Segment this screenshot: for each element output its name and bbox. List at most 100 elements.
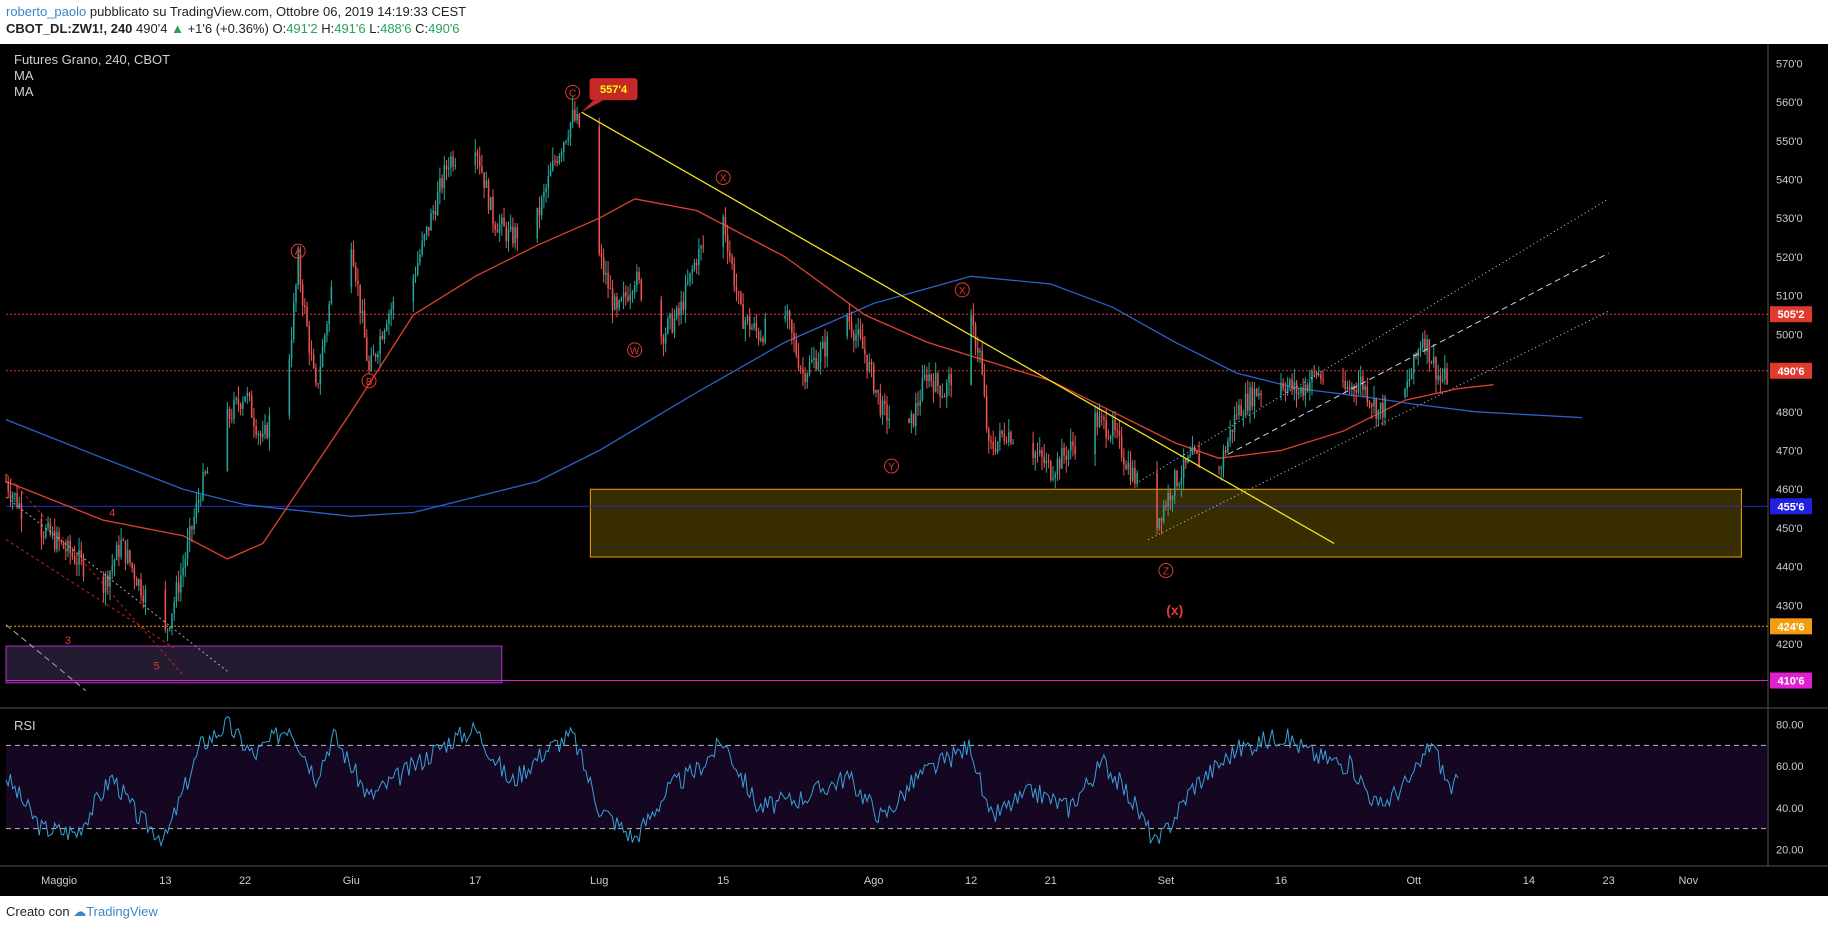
candle-body [42, 536, 45, 538]
candle-body [1300, 387, 1302, 393]
tradingview-logo-icon[interactable]: ☁ [73, 904, 87, 919]
candle-body [1067, 450, 1070, 461]
channel-line [5, 473, 184, 676]
count-label: 4 [109, 507, 115, 519]
wave-label-circle [565, 84, 581, 100]
candle-body [1441, 379, 1444, 381]
price-tick-label: 500'0 [1776, 329, 1803, 341]
candle-body [740, 292, 742, 304]
candle-body [323, 335, 326, 347]
ma-fast-line [5, 198, 1494, 560]
candle-body [857, 329, 859, 335]
candle-body [983, 374, 986, 396]
candle-body [926, 374, 928, 382]
channel-line [1147, 310, 1609, 541]
candle-body [423, 234, 426, 241]
symbol-line: CBOT_DL:ZW1!, 240 490'4 ▲ +1'6 (+0.36%) … [6, 21, 460, 36]
candle-body [1038, 450, 1041, 454]
legend-rsi[interactable]: RSI [14, 718, 36, 733]
candle-body [746, 316, 749, 321]
candle-body [726, 235, 729, 252]
candle-body [1370, 404, 1373, 407]
ma-slow-line [5, 275, 1583, 517]
candle-body [509, 226, 512, 230]
candle-body [567, 137, 570, 142]
candle-body [1158, 517, 1161, 529]
price-change: +1'6 (+0.36%) [187, 21, 269, 36]
candle-body [246, 393, 249, 397]
candle-body [173, 601, 176, 614]
candle-body [487, 180, 490, 211]
candle-body [1182, 458, 1185, 478]
candle-body [58, 532, 60, 542]
candle-body [113, 560, 116, 566]
tradingview-link[interactable]: TradingView [86, 904, 158, 919]
candle-body [540, 197, 543, 216]
support-zone [589, 488, 1742, 558]
wave-label: C [569, 88, 576, 99]
candle-body [563, 142, 565, 152]
candle-body [317, 383, 319, 385]
candle-body [124, 540, 127, 563]
price-label: 410'6 [1777, 676, 1804, 688]
candle-body [1366, 386, 1369, 403]
candle-body [107, 575, 109, 587]
candle-body [932, 381, 935, 392]
candle-body [1045, 460, 1048, 464]
candle-body [1413, 353, 1415, 374]
candle-body [1041, 450, 1043, 457]
candle-body [175, 582, 178, 602]
candle-body [250, 395, 253, 418]
candle-body [908, 418, 910, 424]
candle-body [633, 285, 636, 293]
candle-body [1036, 452, 1039, 454]
candle-body [795, 339, 798, 355]
candle-body [301, 284, 304, 306]
count-label: 3 [65, 635, 71, 647]
candle-body [625, 292, 627, 297]
candle-body [700, 246, 702, 249]
candle-body [724, 216, 727, 236]
candle-body [722, 216, 724, 248]
candle-body [1238, 404, 1240, 416]
time-tick-label: Lug [590, 875, 608, 887]
price-label-box [1770, 362, 1812, 379]
candle-body [1355, 390, 1358, 393]
candle-body [1240, 404, 1242, 416]
price-chart[interactable]: A B C X W X Y Z 4 3 5 (x) 557'4 20.00 40.00 60.00 80.00… [0, 44, 1828, 896]
candle-body [1280, 382, 1282, 395]
candle-body [447, 167, 450, 170]
legend-ma-fast[interactable]: MA [14, 68, 34, 83]
candle-body [797, 354, 800, 368]
time-tick-label: 15 [717, 875, 729, 887]
footer-prefix: Creato con [6, 904, 70, 919]
candle-body [622, 292, 625, 299]
candle-body [1309, 382, 1311, 392]
candle-body [554, 160, 556, 162]
candle-body [1247, 393, 1249, 411]
up-arrow-icon: ▲ [171, 21, 184, 36]
candle-body [436, 191, 439, 215]
candle-body [1344, 381, 1346, 389]
candle-body [452, 156, 454, 167]
legend-ma-slow[interactable]: MA [14, 84, 34, 99]
candle-body [206, 471, 209, 474]
candle-body [1379, 402, 1382, 410]
candle-body [755, 323, 758, 331]
candle-body [268, 415, 271, 438]
candle-body [1375, 399, 1377, 419]
candle-body [439, 178, 441, 192]
candle-body [1424, 338, 1426, 352]
author-link[interactable]: roberto_paolo [6, 4, 87, 19]
candle-body [1322, 379, 1324, 381]
candle-body [1127, 462, 1130, 470]
symbol-name[interactable]: CBOT_DL:ZW1!, 240 [6, 21, 133, 36]
open-value: 491'2 [286, 21, 318, 36]
candle-body [257, 433, 260, 435]
candle-body [702, 246, 705, 248]
candle-body [104, 575, 107, 593]
candle-body [859, 329, 862, 337]
wave-label: Y [888, 462, 895, 473]
candle-body [1260, 393, 1262, 395]
candle-body [737, 291, 740, 293]
